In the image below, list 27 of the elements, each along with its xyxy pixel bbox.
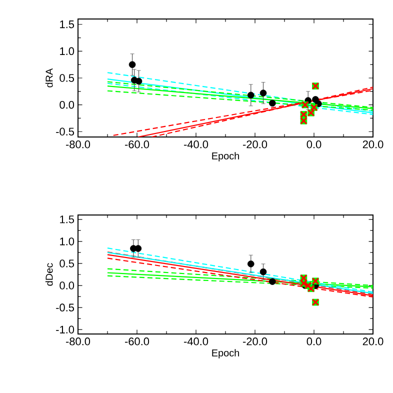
y-axis-title: dDec [45, 263, 53, 286]
x-tick-label: -20.0 [243, 140, 268, 148]
y-tick-label: 1.5 [60, 20, 74, 28]
x-tick-label: -60.0 [124, 140, 150, 148]
x-tick-label: 0.0 [306, 140, 322, 148]
y-tick-label: 0.0 [60, 100, 74, 109]
x-tick-label: 20.0 [362, 338, 384, 346]
x-tick-label: -20.0 [243, 338, 268, 346]
x-axis-title: Epoch [212, 152, 239, 162]
x-tick-label: -40.0 [184, 338, 208, 346]
x-tick-label: 0.0 [306, 338, 322, 346]
y-axis-title: dRA [45, 68, 53, 88]
x-axis-title: Epoch [212, 349, 239, 358]
y-tick-label: 0.5 [60, 74, 74, 82]
y-tick-label: 1.0 [60, 238, 74, 246]
y-tick-label: -1.0 [56, 326, 74, 334]
y-tick-label: 0.5 [60, 260, 74, 268]
x-tick-label: -80.0 [66, 338, 90, 346]
y-tick-label: 0.0 [60, 282, 74, 290]
y-tick-label: 1.5 [60, 216, 74, 224]
y-tick-label: -0.5 [56, 128, 74, 136]
x-tick-label: -40.0 [184, 140, 208, 148]
x-tick-label: 20.0 [362, 140, 384, 148]
x-tick-label: -60.0 [124, 338, 150, 346]
y-tick-label: 1.0 [60, 47, 74, 56]
y-tick-label: -0.5 [56, 304, 74, 312]
x-tick-label: -80.0 [66, 140, 90, 148]
